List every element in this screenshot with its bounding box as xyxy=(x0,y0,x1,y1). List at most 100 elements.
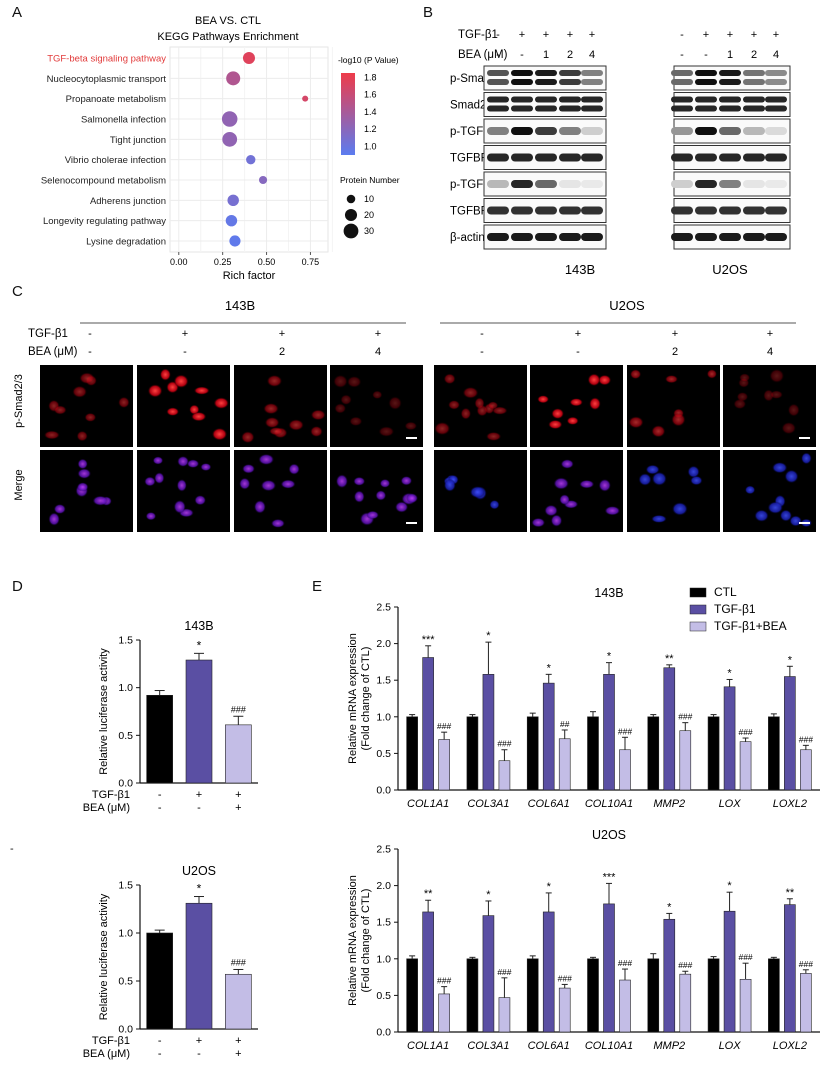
blot-band xyxy=(511,233,533,241)
chart-title: 143B xyxy=(184,619,213,633)
significance-mark: ### xyxy=(497,967,511,977)
micro-nucleus xyxy=(706,369,717,379)
micro-image-tile xyxy=(530,450,623,532)
micro-nucleus xyxy=(145,511,157,521)
micro-nucleus xyxy=(569,398,583,407)
blot-tgf-mark: + xyxy=(751,29,757,41)
micro-nucleus xyxy=(771,462,788,474)
bar xyxy=(498,997,511,1033)
condition-mark: + xyxy=(235,1035,241,1047)
micro-nucleus xyxy=(769,390,783,399)
western-blot-panel: TGF-β1 BEA (μM) - - + - +1 +2 +4 - - + - +1 +2 +4 p-S… xyxy=(450,29,791,277)
blot-tgf-header: TGF-β1 xyxy=(458,29,498,41)
significance-mark: ### xyxy=(799,734,813,744)
y-tick-label: 2.5 xyxy=(376,602,391,614)
blot-band xyxy=(487,70,509,76)
bar xyxy=(438,993,450,1033)
legend-label: TGF-β1+BEA xyxy=(714,619,787,633)
micro-nucleus xyxy=(388,396,402,410)
bar xyxy=(225,724,252,784)
blot-band xyxy=(719,233,741,241)
micro-nucleus xyxy=(200,463,212,472)
blot-tgf-mark: - xyxy=(680,29,684,41)
blot-band xyxy=(559,233,581,241)
kegg-x-tick-label: 0.50 xyxy=(258,257,276,267)
micro-scale-bar xyxy=(799,437,810,439)
blot-band xyxy=(765,206,787,215)
micro-tgf-mark: - xyxy=(88,328,92,340)
micro-nucleus xyxy=(347,376,362,388)
blot-band xyxy=(559,70,581,76)
y-axis-label: Relative luciferase activity xyxy=(98,893,110,1020)
blot-band xyxy=(765,153,787,162)
blot-band xyxy=(765,233,787,241)
blot-band xyxy=(487,153,509,162)
kegg-color-tick-label: 1.8 xyxy=(364,72,377,82)
micro-nucleus xyxy=(604,506,621,516)
micro-nucleus xyxy=(671,502,688,516)
micro-nucleus xyxy=(739,373,751,382)
micro-nucleus xyxy=(92,495,109,506)
micro-nucleus xyxy=(404,421,418,431)
micro-nucleus xyxy=(779,509,792,522)
kegg-color-tick-label: 1.2 xyxy=(364,124,377,134)
micro-nucleus xyxy=(400,476,413,486)
kegg-x-tick-label: 0.25 xyxy=(214,257,232,267)
significance-mark: ### xyxy=(799,959,813,969)
micro-nucleus xyxy=(434,422,451,436)
blot-band xyxy=(559,96,581,103)
micro-nucleus xyxy=(84,412,97,422)
micro-nucleus xyxy=(589,397,601,411)
micro-nucleus xyxy=(469,486,486,499)
bar xyxy=(619,749,631,791)
blot-band xyxy=(695,96,717,103)
bar xyxy=(406,716,418,791)
condition-row-label: BEA (μM) xyxy=(83,1048,130,1060)
micro-nucleus xyxy=(147,384,163,398)
bar xyxy=(542,911,555,1033)
kegg-size-legend-dot xyxy=(346,194,356,204)
micro-image-tile xyxy=(234,450,327,532)
blot-band xyxy=(671,233,693,241)
blot-band xyxy=(765,79,787,85)
micro-nucleus xyxy=(489,499,500,510)
blot-bea-mark: - xyxy=(704,49,708,61)
kegg-category-label: Tight junction xyxy=(110,135,166,146)
micro-nucleus xyxy=(177,455,189,467)
significance-mark: ### xyxy=(497,739,511,749)
micro-nucleus xyxy=(76,482,89,492)
blot-band xyxy=(581,70,603,76)
blot-band xyxy=(511,180,533,188)
blot-band xyxy=(559,206,581,215)
y-axis-label-2: (Fold change of CTL) xyxy=(360,889,372,993)
micro-bea-mark: - xyxy=(480,346,484,358)
significance-mark: * xyxy=(486,889,491,901)
micro-nucleus xyxy=(372,390,383,400)
blot-membrane xyxy=(673,92,791,117)
blot-band xyxy=(743,127,765,135)
micro-nucleus xyxy=(395,501,409,513)
chart-title: 143B xyxy=(594,586,623,600)
micro-tgf-mark: + xyxy=(767,328,773,340)
micro-bea-mark: - xyxy=(88,346,92,358)
micro-tgf-mark: - xyxy=(480,328,484,340)
micro-image-grid xyxy=(40,365,816,532)
micro-nucleus xyxy=(269,427,284,436)
significance-mark: ### xyxy=(437,721,451,731)
bar xyxy=(768,716,780,791)
micro-nucleus xyxy=(173,499,186,514)
blot-band xyxy=(581,180,603,188)
micro-nucleus xyxy=(665,375,678,384)
micro-nucleus xyxy=(77,468,92,479)
blot-bea-mark: - xyxy=(680,49,684,61)
micro-nucleus xyxy=(166,407,180,416)
blot-band xyxy=(695,153,717,162)
kegg-category-label: Vibrio cholerae infection xyxy=(65,155,166,166)
luciferase-charts: 0.0 0.5 1.0 1.5 143B Relative luciferase acti… xyxy=(83,619,258,1060)
micro-nucleus xyxy=(154,472,165,484)
blot-band xyxy=(765,180,787,188)
micro-nucleus xyxy=(258,453,275,465)
blot-band xyxy=(719,206,741,215)
micro-nucleus xyxy=(173,374,189,388)
legend-swatch xyxy=(689,621,707,632)
